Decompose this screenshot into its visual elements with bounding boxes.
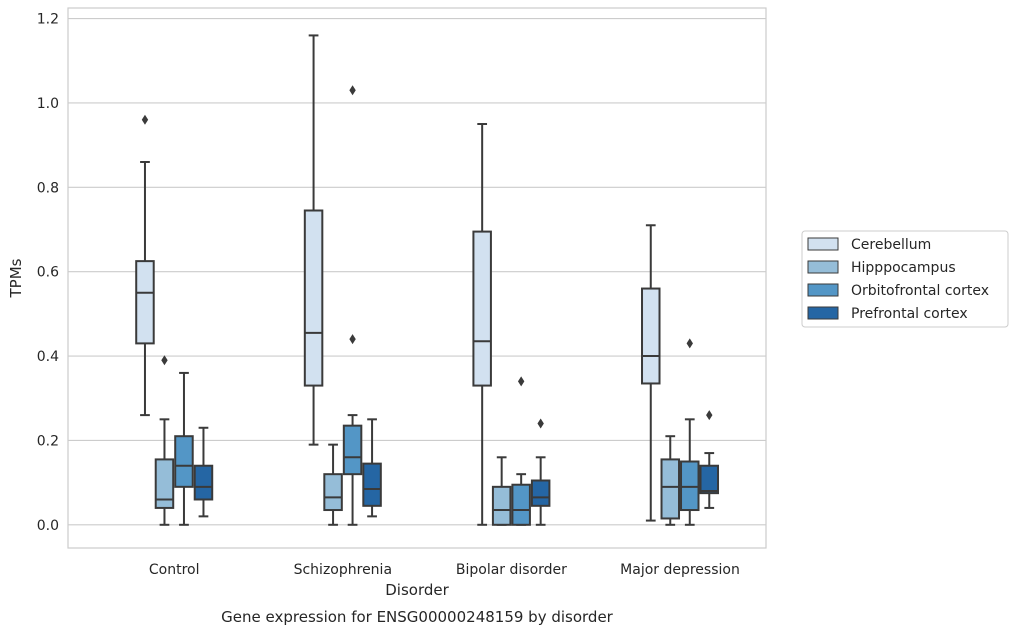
box bbox=[660, 458, 681, 520]
box bbox=[342, 424, 363, 476]
x-axis-label: Disorder bbox=[385, 581, 449, 599]
box bbox=[135, 260, 155, 345]
legend-label: Prefrontal cortex bbox=[851, 306, 968, 322]
box bbox=[154, 458, 175, 509]
plot-frame bbox=[67, 7, 767, 549]
legend-swatch bbox=[807, 237, 839, 251]
x-tick-label: Major depression bbox=[620, 562, 740, 578]
y-tick-label: 0.0 bbox=[37, 518, 59, 534]
y-tick-label: 0.6 bbox=[37, 265, 59, 281]
outlier-point bbox=[537, 418, 544, 429]
legend-swatch bbox=[807, 283, 839, 297]
box bbox=[530, 479, 551, 507]
box bbox=[511, 483, 531, 526]
legend-swatch bbox=[807, 260, 839, 274]
outlier-point bbox=[349, 334, 356, 345]
box-groups bbox=[135, 34, 720, 526]
box bbox=[193, 464, 214, 501]
legend: Cerebellum Hipppocampus Orbitofrontal cort… bbox=[801, 230, 1009, 328]
outlier-point bbox=[706, 410, 713, 421]
box bbox=[174, 435, 194, 488]
x-tick-label: Control bbox=[149, 562, 200, 578]
outlier-point bbox=[686, 338, 693, 349]
y-tick-label: 1.2 bbox=[37, 12, 59, 28]
box bbox=[680, 460, 700, 512]
box bbox=[472, 230, 492, 387]
y-tick-label: 0.2 bbox=[37, 433, 59, 449]
x-tick-labels: Control Schizophrenia Bipolar disorder Majo… bbox=[149, 562, 740, 578]
chart-caption: Gene expression for ENSG00000248159 by d… bbox=[221, 608, 614, 626]
legend-label: Cerebellum bbox=[851, 237, 931, 253]
legend-label: Orbitofrontal cortex bbox=[851, 283, 989, 299]
y-tick-labels: 0.0 0.2 0.4 0.6 0.8 1.0 1.2 bbox=[37, 12, 59, 534]
x-tick-label: Bipolar disorder bbox=[456, 562, 567, 578]
y-axis-label: TPMs bbox=[7, 258, 25, 298]
outlier-point bbox=[161, 355, 168, 366]
x-tick-label: Schizophrenia bbox=[294, 562, 392, 578]
outlier-point bbox=[141, 114, 149, 125]
box bbox=[362, 462, 382, 507]
box bbox=[491, 485, 512, 526]
legend-label: Hipppocampus bbox=[851, 260, 956, 276]
legend-swatch bbox=[807, 306, 839, 320]
box bbox=[699, 464, 720, 495]
legend-frame bbox=[801, 230, 1009, 328]
y-tick-label: 1.0 bbox=[37, 96, 59, 112]
y-tick-label: 0.8 bbox=[37, 180, 59, 196]
box bbox=[303, 209, 324, 387]
box bbox=[641, 287, 661, 385]
y-tick-label: 0.4 bbox=[37, 349, 59, 365]
outlier-point bbox=[349, 85, 356, 96]
outlier-point bbox=[517, 376, 525, 387]
box bbox=[323, 473, 343, 512]
